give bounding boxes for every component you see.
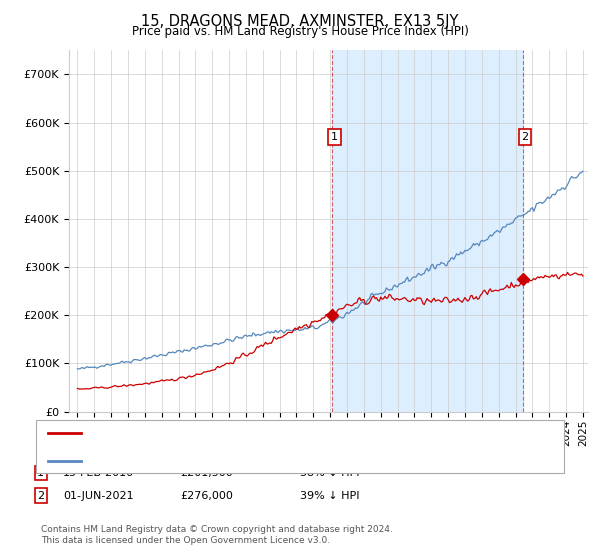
- Text: 01-JUN-2021: 01-JUN-2021: [63, 491, 134, 501]
- Text: Contains HM Land Registry data © Crown copyright and database right 2024.
This d: Contains HM Land Registry data © Crown c…: [41, 525, 392, 545]
- Text: 15, DRAGONS MEAD, AXMINSTER, EX13 5JY (detached house): 15, DRAGONS MEAD, AXMINSTER, EX13 5JY (d…: [87, 428, 424, 438]
- Text: Price paid vs. HM Land Registry's House Price Index (HPI): Price paid vs. HM Land Registry's House …: [131, 25, 469, 38]
- Text: 1: 1: [37, 468, 44, 478]
- Text: 15-FEB-2010: 15-FEB-2010: [63, 468, 134, 478]
- Bar: [332, 50, 523, 412]
- Text: 38% ↓ HPI: 38% ↓ HPI: [300, 468, 359, 478]
- Text: £201,500: £201,500: [180, 468, 233, 478]
- Text: 1: 1: [331, 132, 338, 142]
- Text: 2: 2: [521, 132, 529, 142]
- Text: 39% ↓ HPI: 39% ↓ HPI: [300, 491, 359, 501]
- Text: £276,000: £276,000: [180, 491, 233, 501]
- Text: 2: 2: [37, 491, 44, 501]
- Text: 15, DRAGONS MEAD, AXMINSTER, EX13 5JY: 15, DRAGONS MEAD, AXMINSTER, EX13 5JY: [142, 14, 458, 29]
- Text: HPI: Average price, detached house, East Devon: HPI: Average price, detached house, East…: [87, 456, 352, 466]
